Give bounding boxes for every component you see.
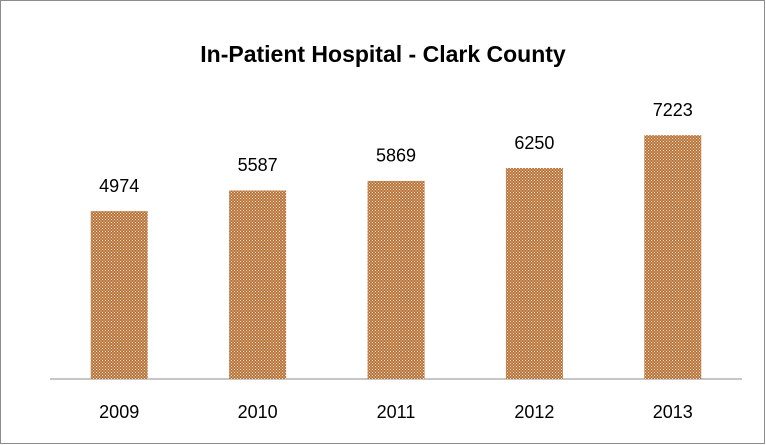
data-label: 5587 [238, 155, 278, 175]
data-label: 7223 [653, 100, 693, 120]
x-tick-label: 2013 [653, 402, 693, 422]
data-label: 4974 [99, 176, 139, 196]
x-tick-label: 2012 [514, 402, 554, 422]
bar [505, 168, 563, 379]
x-tick-label: 2009 [99, 402, 139, 422]
bar [644, 135, 702, 379]
x-tick-label: 2011 [377, 402, 416, 422]
x-tick-label: 2010 [238, 402, 278, 422]
data-label: 5869 [376, 146, 416, 166]
chart-title: In-Patient Hospital - Clark County [200, 41, 566, 67]
bar [367, 180, 425, 379]
bar [229, 190, 287, 379]
data-label: 6250 [514, 133, 554, 153]
bar [90, 211, 148, 379]
